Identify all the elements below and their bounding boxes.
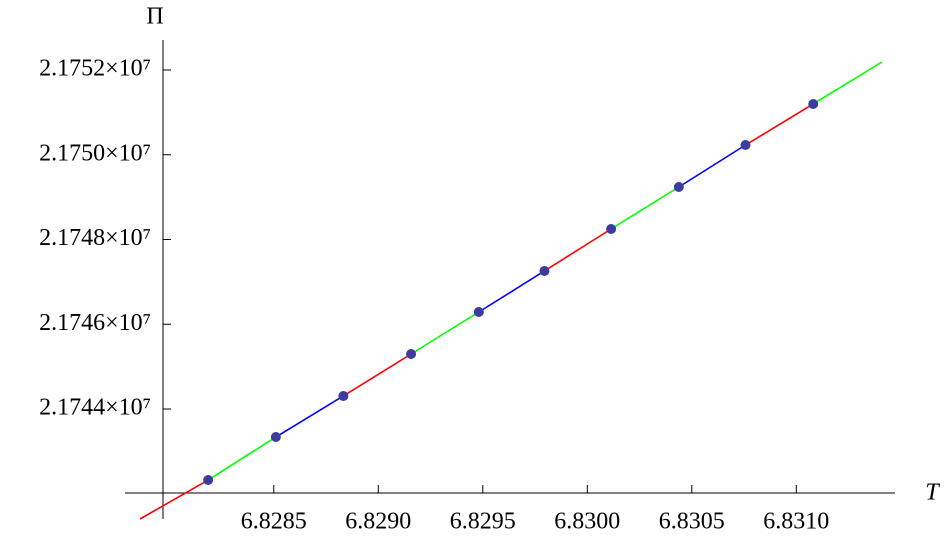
data-point	[270, 432, 281, 443]
data-point	[338, 390, 349, 401]
data-point	[808, 98, 819, 109]
line-segment	[678, 144, 746, 188]
x-tick-label: 6.8300	[554, 508, 620, 534]
line-segment	[139, 479, 209, 520]
line-segment	[812, 61, 883, 105]
y-tick-label: 2.1744×10⁷	[39, 394, 151, 420]
line-segment	[745, 103, 814, 146]
y-tick-label: 2.1750×10⁷	[39, 140, 151, 166]
line-segment	[610, 186, 680, 230]
y-tick-label: 2.1748×10⁷	[39, 225, 151, 251]
x-tick-label: 6.8310	[763, 508, 829, 534]
x-tick-label: 6.8295	[450, 508, 516, 534]
line-segment	[544, 228, 612, 272]
y-axis-label: Π	[146, 4, 163, 30]
line-segment	[342, 353, 412, 397]
line-segment	[275, 395, 344, 438]
x-axis-label: T	[925, 480, 940, 506]
data-point	[473, 307, 484, 318]
data-point	[673, 182, 684, 193]
line-segment	[207, 436, 277, 481]
data-point	[203, 475, 214, 486]
line-segment	[410, 311, 480, 355]
x-tick-label: 6.8305	[659, 508, 725, 534]
y-tick-label: 2.1752×10⁷	[39, 56, 151, 82]
y-tick-label: 2.1746×10⁷	[39, 310, 151, 336]
data-point	[606, 223, 617, 234]
data-point	[740, 140, 751, 151]
x-tick-label: 6.8285	[241, 508, 307, 534]
data-point	[539, 265, 550, 276]
x-tick-label: 6.8290	[345, 508, 411, 534]
data-point	[406, 348, 417, 359]
line-segment	[478, 270, 545, 313]
